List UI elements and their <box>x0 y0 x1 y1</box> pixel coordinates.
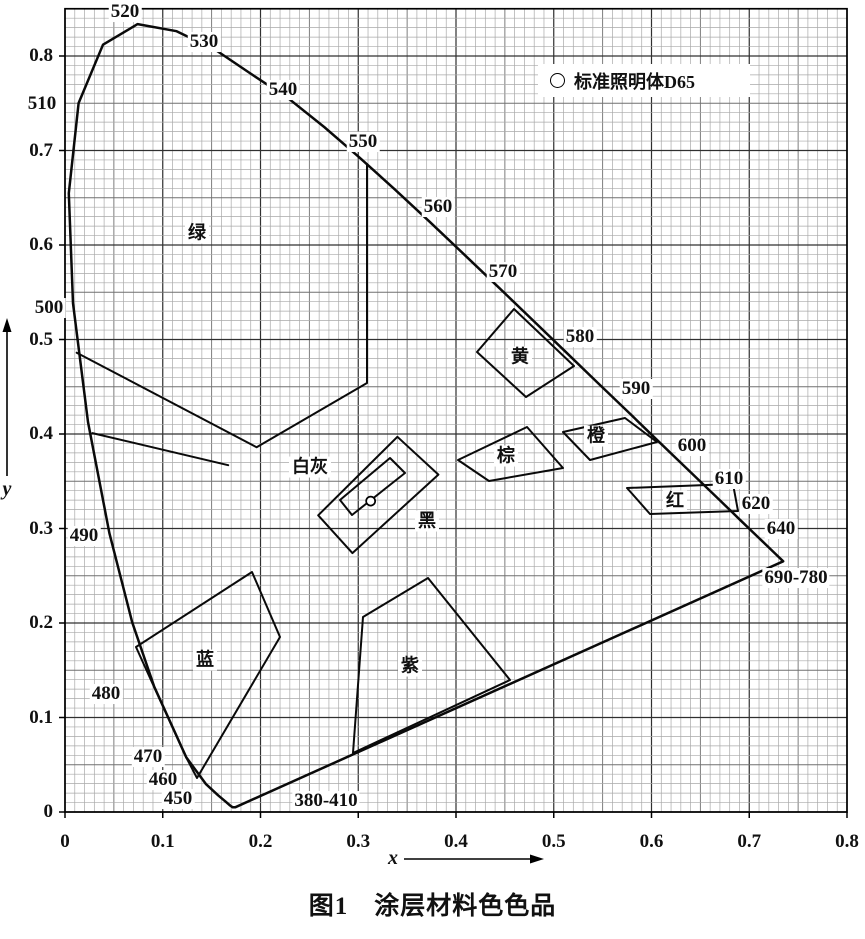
region-label: 紫 <box>398 655 422 677</box>
region-outline-blue-region <box>135 571 281 779</box>
wavelength-label-450: 450 <box>161 788 195 810</box>
wavelength-label-520: 520 <box>108 1 142 23</box>
region-label: 蓝 <box>193 649 217 671</box>
wavelength-label-480: 480 <box>89 683 123 705</box>
region-label: 棕 <box>494 445 518 467</box>
y-tick-label: 0.7 <box>29 139 53 161</box>
x-tick-label: 0 <box>60 831 70 852</box>
wavelength-label-590: 590 <box>619 378 653 400</box>
region-label: 白灰 <box>289 456 331 478</box>
region-label: 红 <box>663 490 687 512</box>
x-tick-label: 0.1 <box>150 831 175 852</box>
y-axis-arrow-icon <box>2 318 12 476</box>
y-tick-label: 0.1 <box>29 706 53 728</box>
wavelength-label-460: 460 <box>146 769 180 791</box>
figure-caption: 图1 涂层材料色色品 <box>308 893 557 920</box>
wavelength-label-540: 540 <box>266 79 300 101</box>
region-outline-orange-region <box>562 417 658 461</box>
spectral-locus-curve <box>67 22 785 809</box>
x-tick-label: 0.5 <box>541 831 566 852</box>
x-tick-label: 0.2 <box>248 831 273 852</box>
x-tick-label: 0.6 <box>639 831 664 852</box>
color-region-outlines <box>75 163 739 779</box>
region-outline-brown-region <box>457 426 564 482</box>
region-label: 黑 <box>415 510 439 532</box>
wavelength-label-580: 580 <box>563 326 597 348</box>
wavelength-label-560: 560 <box>421 196 455 218</box>
region-outline-white-gray-rect-inner <box>339 457 406 516</box>
x-tick-label: 0.7 <box>737 831 762 852</box>
wavelength-label-690-780: 690-780 <box>762 567 830 589</box>
region-label: 黄 <box>508 346 532 368</box>
y-tick-label: 0 <box>43 801 54 823</box>
x-axis-title: x <box>388 847 544 870</box>
y-axis-letter: y <box>2 478 12 500</box>
wavelength-label-640: 640 <box>764 518 798 540</box>
wavelength-label-620: 620 <box>739 493 773 515</box>
axis-ticks <box>59 55 848 818</box>
y-tick-label: 0.5 <box>29 328 53 350</box>
grid-lines <box>64 8 848 813</box>
y-tick-label: 0.6 <box>29 234 53 256</box>
y-axis-title: y <box>0 318 15 501</box>
x-axis-arrow-icon <box>404 854 544 863</box>
x-tick-label: 0.8 <box>835 831 859 852</box>
legend: 标准照明体D65 <box>538 64 750 97</box>
region-outline-white-gray-rect-outer <box>317 435 440 555</box>
region-outline-yellow-region <box>476 308 575 398</box>
y-tick-label: 0.3 <box>29 517 53 539</box>
region-outline-purple-region <box>352 577 511 754</box>
legend-label: 标准照明体D65 <box>574 71 695 92</box>
region-label: 绿 <box>185 222 209 244</box>
chromaticity-chart <box>59 7 848 818</box>
wavelength-label-500: 500 <box>32 297 66 319</box>
wavelength-label-600: 600 <box>675 435 709 457</box>
region-label: 橙 <box>584 425 608 447</box>
region-outline-red-region <box>626 483 739 515</box>
wavelength-label-550: 550 <box>346 131 380 153</box>
x-tick-label: 0.4 <box>444 831 468 852</box>
wavelength-label-570: 570 <box>486 261 520 283</box>
wavelength-label-490: 490 <box>67 525 101 547</box>
plot-border <box>64 7 848 813</box>
region-outline-green-lower-divider <box>91 432 230 467</box>
y-tick-label: 0.2 <box>29 612 53 634</box>
region-outline-green-boundary <box>75 163 368 449</box>
wavelength-label-380-410: 380-410 <box>292 790 360 812</box>
wavelength-label-470: 470 <box>131 746 165 768</box>
x-axis-letter: x <box>388 847 398 869</box>
y-tick-label: 0.8 <box>29 45 53 67</box>
x-tick-label: 0.3 <box>346 831 371 852</box>
wavelength-label-530: 530 <box>187 31 221 53</box>
wavelength-label-510: 510 <box>25 93 59 115</box>
d65-legend-icon <box>550 73 565 88</box>
wavelength-label-610: 610 <box>712 468 746 490</box>
y-tick-label: 0.4 <box>29 423 53 445</box>
d65-point-marker <box>365 495 377 507</box>
